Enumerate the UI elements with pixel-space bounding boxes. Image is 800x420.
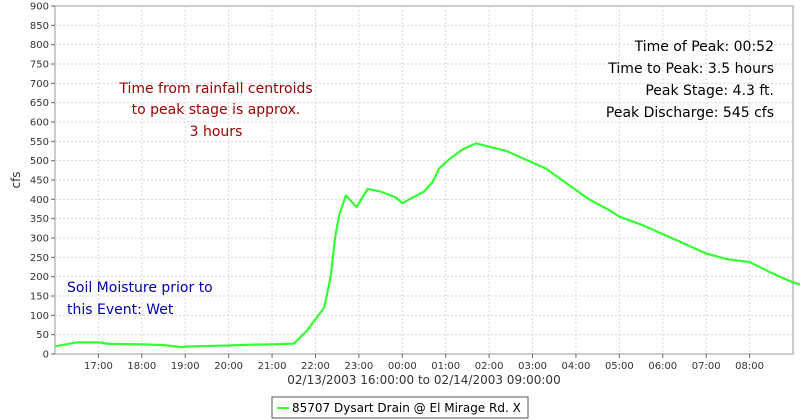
y-tick-label: 850	[30, 21, 49, 32]
stat-peak-discharge: Peak Discharge: 545 cfs	[606, 105, 774, 121]
x-tick-label: 02:00	[475, 361, 504, 372]
x-tick-label: 21:00	[258, 361, 287, 372]
y-tick-label: 150	[30, 292, 49, 303]
y-tick-label: 750	[30, 60, 49, 71]
x-tick-label: 04:00	[562, 361, 591, 372]
x-tick-label: 18:00	[127, 361, 156, 372]
y-tick-label: 0	[43, 350, 49, 361]
legend-label: 85707 Dysart Drain @ El Mirage Rd. X	[292, 401, 521, 415]
stat-peak-stage: Peak Stage: 4.3 ft.	[645, 83, 774, 99]
x-tick-label: 17:00	[84, 361, 113, 372]
x-tick-label: 07:00	[692, 361, 721, 372]
x-tick-label: 00:00	[388, 361, 417, 372]
centroid-annotation: Time from rainfall centroids to peak sta…	[118, 81, 312, 140]
y-axis-ticks: 0 50 100 150 200 250 300 350 400 450 500 550 600 650 7…	[30, 2, 55, 361]
grid	[55, 6, 793, 354]
legend: 85707 Dysart Drain @ El Mirage Rd. X	[271, 396, 529, 419]
y-tick-label: 600	[30, 118, 49, 129]
y-tick-label: 800	[30, 40, 49, 51]
soil-note-line-1: Soil Moisture prior to	[67, 280, 213, 296]
x-axis-ticks: 17:00 18:00 19:00 20:00 21:00 22:00 23:00 00:00…	[84, 354, 764, 372]
x-tick-label: 03:00	[518, 361, 547, 372]
x-tick-label: 19:00	[171, 361, 200, 372]
soil-annotation: Soil Moisture prior to this Event: Wet	[67, 280, 213, 318]
y-tick-label: 450	[30, 176, 49, 187]
centroid-note-line-3: 3 hours	[190, 124, 243, 140]
x-tick-label: 22:00	[301, 361, 330, 372]
y-tick-label: 200	[30, 272, 49, 283]
centroid-note-line-1: Time from rainfall centroids	[118, 81, 312, 97]
x-tick-label: 06:00	[648, 361, 677, 372]
stat-time-to-peak: Time to Peak: 3.5 hours	[607, 61, 774, 77]
y-tick-label: 550	[30, 137, 49, 148]
y-tick-label: 900	[30, 2, 49, 13]
y-tick-label: 650	[30, 98, 49, 109]
legend-box	[271, 396, 529, 419]
y-tick-label: 350	[30, 214, 49, 225]
soil-note-line-2: this Event: Wet	[67, 302, 174, 318]
y-tick-label: 250	[30, 253, 49, 264]
x-tick-label: 01:00	[431, 361, 460, 372]
y-tick-label: 50	[36, 330, 49, 341]
peak-stats: Time of Peak: 00:52 Time to Peak: 3.5 ho…	[606, 39, 774, 121]
stat-time-of-peak: Time of Peak: 00:52	[634, 39, 774, 55]
y-tick-label: 100	[30, 311, 49, 322]
series-layer	[54, 142, 800, 349]
y-tick-label: 500	[30, 156, 49, 167]
x-tick-label: 05:00	[605, 361, 634, 372]
x-tick-label: 08:00	[735, 361, 764, 372]
y-axis-title: cfs	[9, 171, 23, 188]
y-tick-label: 700	[30, 79, 49, 90]
centroid-note-line-2: to peak stage is approx.	[132, 102, 301, 118]
x-tick-label: 20:00	[214, 361, 243, 372]
y-tick-label: 300	[30, 234, 49, 245]
x-axis-title: 02/13/2003 16:00:00 to 02/14/2003 09:00:…	[287, 373, 560, 387]
series-line	[54, 142, 800, 349]
y-tick-label: 400	[30, 195, 49, 206]
x-tick-label: 23:00	[344, 361, 373, 372]
